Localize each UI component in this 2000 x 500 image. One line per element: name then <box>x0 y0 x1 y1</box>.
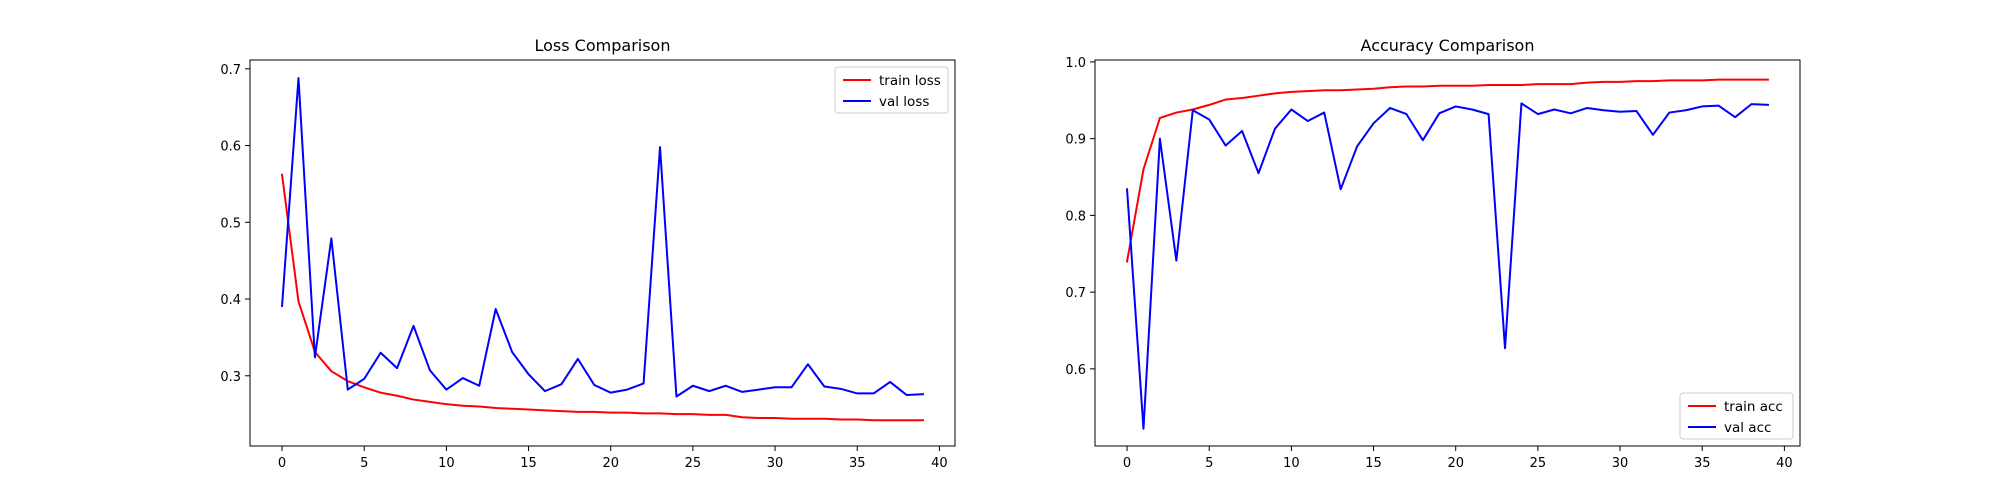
series-line-train-acc <box>1125 78 1769 263</box>
y-tick-label: 1.0 <box>1065 56 1086 71</box>
legend-label: val loss <box>879 94 929 110</box>
x-tick-label: 5 <box>360 456 368 471</box>
y-tick-label: 0.6 <box>1065 363 1086 378</box>
x-tick-label: 30 <box>767 456 784 471</box>
series-line-val-loss <box>280 77 924 398</box>
x-tick-label: 15 <box>1365 456 1382 471</box>
y-tick-label: 0.4 <box>220 293 241 308</box>
x-tick-label: 15 <box>520 456 537 471</box>
x-tick-label: 10 <box>1283 456 1300 471</box>
y-tick-label: 0.8 <box>1065 209 1086 224</box>
legend-label: train acc <box>1724 399 1783 415</box>
chart-title: Accuracy Comparison <box>1361 36 1535 55</box>
x-tick-label: 25 <box>1530 456 1547 471</box>
x-tick-label: 35 <box>1694 456 1711 471</box>
x-tick-label: 5 <box>1205 456 1213 471</box>
x-tick-label: 40 <box>931 456 948 471</box>
x-tick-label: 25 <box>685 456 702 471</box>
series-line-val-acc <box>1125 102 1769 430</box>
y-tick-label: 0.5 <box>220 216 241 231</box>
x-tick-label: 20 <box>602 456 619 471</box>
x-tick-label: 35 <box>849 456 866 471</box>
legend: train loss val loss <box>834 66 949 114</box>
x-tick-label: 30 <box>1612 456 1629 471</box>
x-tick-label: 20 <box>1447 456 1464 471</box>
y-tick-label: 0.6 <box>220 140 241 155</box>
x-tick-label: 10 <box>438 456 455 471</box>
chart-title: Loss Comparison <box>535 36 671 55</box>
legend: train acc val acc <box>1679 392 1794 440</box>
legend-label: val acc <box>1724 420 1771 436</box>
y-tick-label: 0.7 <box>220 63 241 78</box>
y-tick-label: 0.7 <box>1065 286 1086 301</box>
series-line-train-loss <box>280 173 924 422</box>
x-tick-label: 40 <box>1776 456 1793 471</box>
x-tick-label: 0 <box>1123 456 1131 471</box>
chart-0: 0 5 10 15 20 25 30 35 40 0.3 0.4 0.5 0.6 0.7 Loss Comp… <box>220 36 956 471</box>
axes-frame <box>249 59 956 447</box>
y-tick-label: 0.9 <box>1065 133 1086 148</box>
x-tick-label: 0 <box>278 456 286 471</box>
legend-label: train loss <box>879 73 941 89</box>
chart-1: 0 5 10 15 20 25 30 35 40 0.6 0.7 0.8 0.9 1.0 Accuracy … <box>1065 36 1801 471</box>
y-tick-label: 0.3 <box>220 370 241 385</box>
axes-frame <box>1094 59 1801 447</box>
